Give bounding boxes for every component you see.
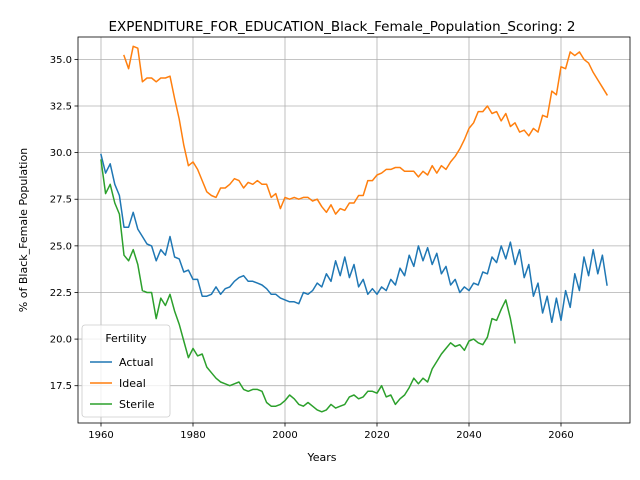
y-tick-label: 20.0 (50, 335, 72, 346)
y-axis-ticks: 17.5 20.0 22.5 25.0 27.5 30.0 32.5 35.0 (50, 55, 78, 392)
series-line-actual (100, 153, 608, 324)
x-axis-label: Years (306, 451, 336, 464)
x-tick-label: 2040 (456, 430, 481, 441)
y-tick-label: 17.5 (50, 381, 72, 392)
series-line-sterile (100, 159, 516, 413)
y-tick-label: 27.5 (50, 195, 72, 206)
x-tick-label: 2020 (364, 430, 389, 441)
x-axis-ticks: 1960 1980 2000 2020 2040 2060 (88, 423, 574, 441)
plot-area-frame (77, 36, 631, 424)
series-lines (100, 45, 609, 413)
x-tick-label: 1960 (88, 430, 113, 441)
legend-box (81, 324, 171, 418)
x-tick-label: 2000 (272, 430, 297, 441)
legend-label-ideal: Ideal (119, 377, 146, 390)
y-tick-label: 22.5 (50, 288, 72, 299)
x-tick-label: 2060 (548, 430, 573, 441)
y-tick-label: 30.0 (50, 148, 72, 159)
series-line-ideal (123, 45, 609, 215)
y-tick-label: 25.0 (50, 241, 72, 252)
y-axis-label: % of Black_Female Population (17, 148, 30, 312)
legend: Fertility Actual Ideal Sterile (81, 324, 171, 418)
chart-title: EXPENDITURE_FOR_EDUCATION_Black_Female_P… (109, 19, 576, 35)
legend-label-actual: Actual (119, 356, 153, 369)
x-tick-label: 1980 (180, 430, 205, 441)
legend-title: Fertility (105, 332, 147, 345)
legend-label-sterile: Sterile (119, 398, 155, 411)
y-tick-label: 35.0 (50, 55, 72, 66)
y-tick-label: 32.5 (50, 101, 72, 112)
